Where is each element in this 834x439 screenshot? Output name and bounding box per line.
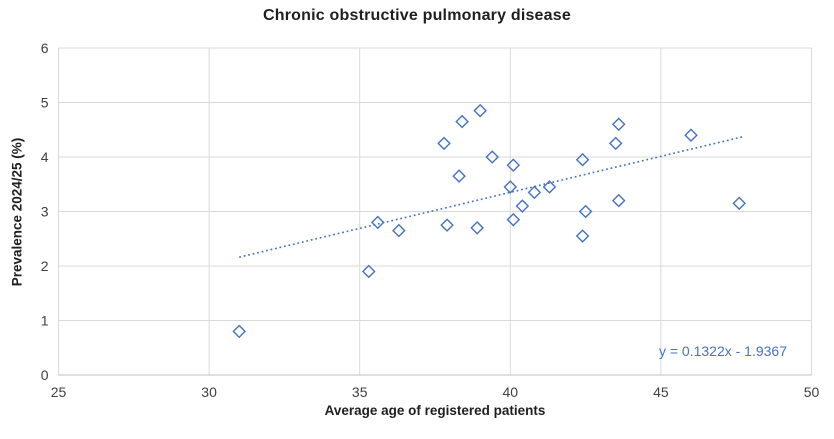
data-point-marker	[527, 185, 542, 200]
data-point-marker	[515, 199, 530, 213]
x-tick-label: 50	[804, 384, 820, 400]
data-point-marker	[392, 223, 406, 238]
x-tick-label: 35	[352, 384, 368, 400]
data-point-marker	[503, 180, 518, 194]
trendline	[239, 136, 743, 258]
x-tick-label: 40	[503, 384, 519, 400]
data-point-marker	[473, 103, 487, 118]
data-point-marker	[232, 324, 247, 339]
y-axis-title: Prevalence 2024/25 (%)	[9, 137, 25, 287]
data-point-marker	[611, 193, 626, 208]
data-point-marker	[440, 218, 454, 232]
y-tick-label: 2	[41, 258, 49, 274]
data-point-marker	[506, 158, 521, 172]
trendline-equation-label: y = 0.1322x - 1.9367	[659, 343, 787, 359]
data-point-marker	[361, 264, 376, 279]
data-point-marker	[370, 215, 385, 230]
data-point-marker	[575, 229, 590, 243]
y-tick-label: 1	[41, 313, 49, 329]
data-point-marker	[732, 196, 747, 211]
data-point-marker	[542, 180, 557, 194]
x-tick-label: 45	[653, 384, 669, 400]
chart-title: Chronic obstructive pulmonary disease	[263, 7, 571, 24]
data-point-marker	[578, 204, 593, 219]
y-tick-label: 0	[41, 367, 49, 383]
data-point-marker	[452, 169, 466, 183]
data-point-marker	[455, 114, 469, 129]
x-tick-label: 25	[51, 384, 67, 400]
data-point-marker	[437, 136, 451, 151]
x-axis-title: Average age of registered patients	[324, 403, 546, 418]
data-point-marker	[684, 128, 698, 142]
y-tick-label: 5	[41, 95, 49, 111]
x-tick-label: 30	[201, 384, 217, 400]
data-point-marker	[470, 221, 484, 235]
y-tick-label: 4	[41, 149, 49, 165]
y-tick-label: 3	[41, 204, 49, 220]
data-point-marker	[485, 150, 500, 164]
y-tick-label: 6	[41, 40, 49, 56]
data-point-marker	[611, 117, 626, 132]
data-point-marker	[506, 212, 521, 227]
data-point-marker	[608, 136, 623, 151]
data-point-marker	[575, 152, 590, 167]
